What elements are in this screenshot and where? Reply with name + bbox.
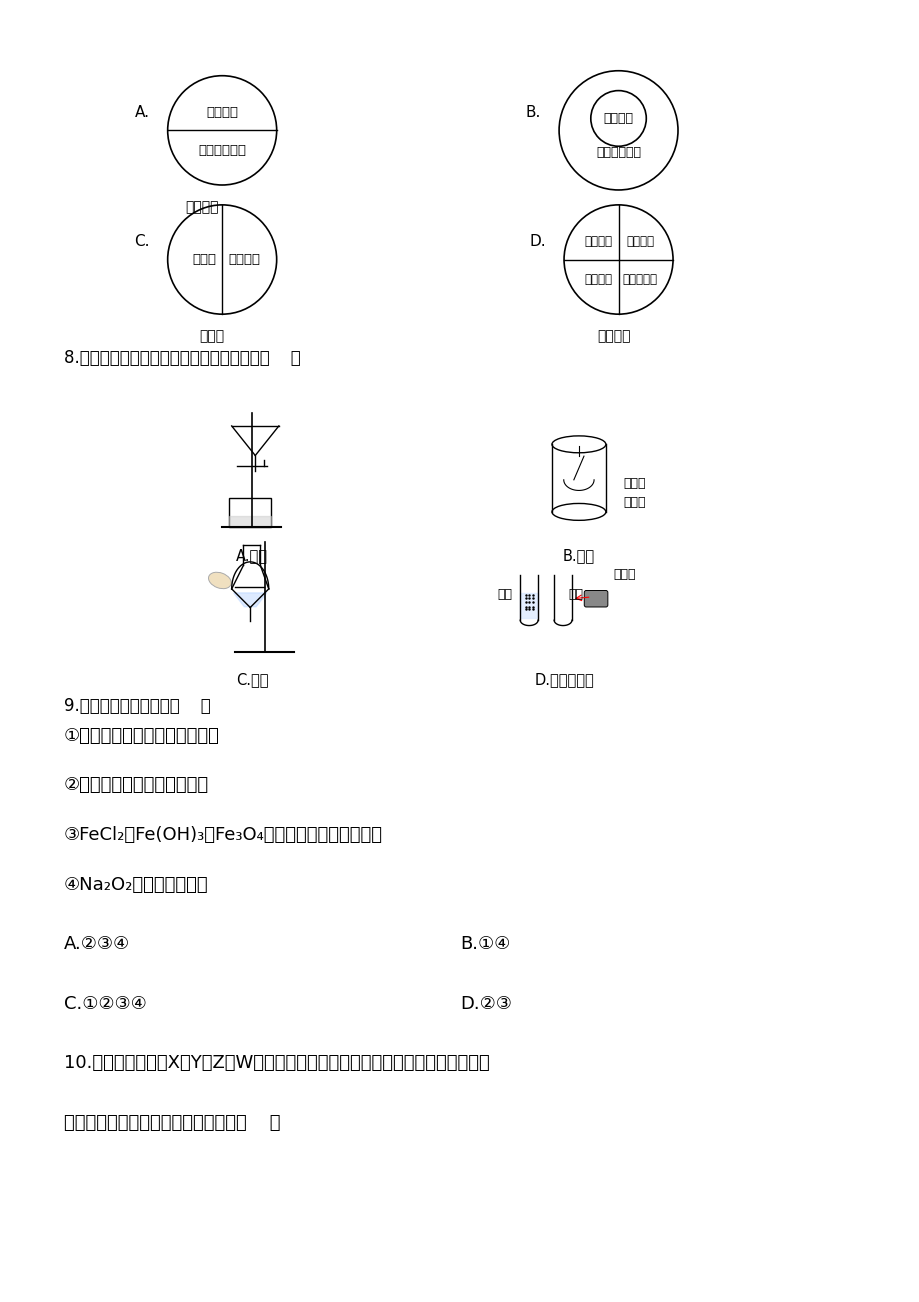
Text: 化学反应: 化学反应: [596, 329, 630, 342]
Text: 化学反应: 化学反应: [186, 201, 219, 214]
Text: 蒸馏水: 蒸馏水: [623, 496, 645, 509]
Text: B.①④: B.①④: [460, 935, 510, 953]
Text: 半透膜: 半透膜: [623, 477, 645, 490]
Text: 10.（能力挑战题）X、Y、Z、W是中学化学常见的四种物质，它们之间具有如图所: 10.（能力挑战题）X、Y、Z、W是中学化学常见的四种物质，它们之间具有如图所: [63, 1055, 489, 1073]
Text: 激光笔: 激光笔: [613, 568, 635, 581]
Text: 9.下列说法中正确的是（    ）: 9.下列说法中正确的是（ ）: [63, 697, 210, 715]
Ellipse shape: [209, 573, 231, 589]
Text: 纯净物: 纯净物: [199, 329, 224, 342]
Text: ①电解质溶液导电属于化学变化: ①电解质溶液导电属于化学变化: [63, 727, 220, 745]
Polygon shape: [519, 594, 538, 618]
Text: B.渗析: B.渗析: [562, 548, 595, 562]
Text: 分解反应: 分解反应: [626, 236, 653, 249]
Text: ④Na₂O₂不是碱性氧化物: ④Na₂O₂不是碱性氧化物: [63, 875, 208, 893]
Text: D.丁达尔效应: D.丁达尔效应: [534, 672, 594, 687]
Text: 复分解反应: 复分解反应: [622, 273, 657, 286]
Text: ②碱性氧化物都是金属氧化物: ②碱性氧化物都是金属氧化物: [63, 776, 209, 794]
Polygon shape: [553, 594, 572, 618]
Text: 示转化关系，则下列组合不可能的是（    ）: 示转化关系，则下列组合不可能的是（ ）: [63, 1115, 279, 1131]
Text: B.: B.: [526, 105, 540, 120]
Polygon shape: [229, 517, 271, 527]
Text: C.萃取: C.萃取: [235, 672, 267, 687]
Text: 氧化还原反应: 氧化还原反应: [198, 143, 246, 156]
Text: 8.下列实验与物质微粒大小无直接关系的是（    ）: 8.下列实验与物质微粒大小无直接关系的是（ ）: [63, 349, 300, 367]
Text: D.②③: D.②③: [460, 995, 511, 1013]
Text: 胶体: 胶体: [496, 589, 512, 600]
Text: 氧化还原反应: 氧化还原反应: [596, 146, 641, 159]
Text: A.: A.: [135, 105, 150, 120]
Text: A.②③④: A.②③④: [63, 935, 130, 953]
Text: 化合反应: 化合反应: [584, 236, 612, 249]
Text: 溶液: 溶液: [568, 589, 583, 600]
Text: D.: D.: [529, 234, 546, 249]
Polygon shape: [233, 592, 267, 607]
Text: A.过滤: A.过滤: [235, 548, 267, 562]
Text: C.: C.: [134, 234, 150, 249]
Text: 离子反应: 离子反应: [206, 105, 238, 118]
Text: 置换反应: 置换反应: [603, 112, 633, 125]
Text: 非电解质: 非电解质: [228, 253, 260, 266]
Text: 电解质: 电解质: [192, 253, 216, 266]
FancyBboxPatch shape: [584, 591, 607, 607]
Text: C.①②③④: C.①②③④: [63, 995, 146, 1013]
Text: 置换反应: 置换反应: [584, 273, 612, 286]
Text: ③FeCl₂、Fe(OH)₃、Fe₃O₄都能通过化合反应来制取: ③FeCl₂、Fe(OH)₃、Fe₃O₄都能通过化合反应来制取: [63, 825, 382, 844]
